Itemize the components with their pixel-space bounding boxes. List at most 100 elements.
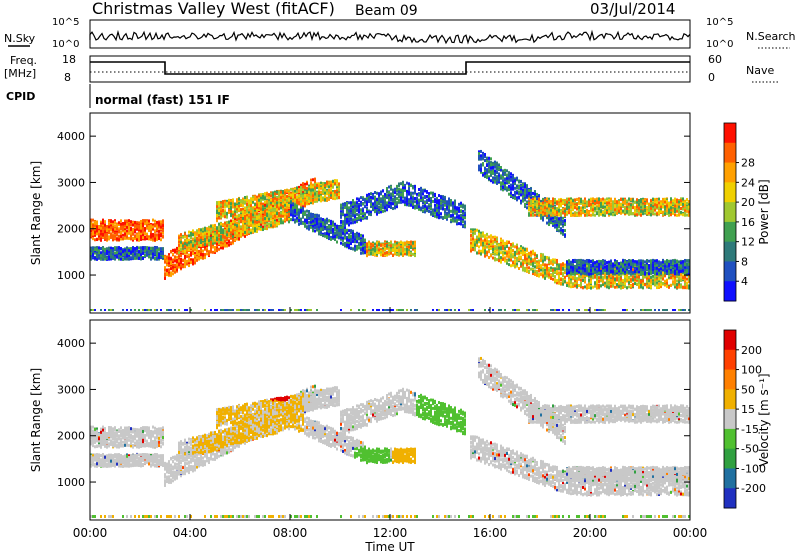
power-echo-cell (248, 200, 250, 204)
power-echo-cell (358, 241, 360, 245)
power-echo-cell (282, 221, 284, 225)
power-echo-cell (134, 237, 136, 241)
power-echo-cell (286, 209, 288, 213)
power-echo-cell (230, 206, 232, 210)
power-echo-cell (246, 198, 248, 202)
power-echo-cell (360, 212, 362, 216)
power-echo-cell (236, 201, 238, 205)
power-echo-cell (216, 233, 218, 237)
power-echo-cell (342, 220, 344, 224)
power-echo-cell (138, 226, 140, 230)
power-echo-cell (280, 203, 282, 207)
power-echo-cell (354, 220, 356, 224)
power-echo-cell (226, 244, 228, 248)
power-echo-cell (98, 225, 100, 229)
power-echo-cell (382, 253, 384, 257)
power-echo-cell (194, 246, 196, 250)
power-echo-cell (264, 192, 266, 196)
power-echo-cell (246, 227, 248, 231)
power-echo-cell (222, 235, 224, 239)
power-echo-cell (178, 259, 180, 263)
power-echo-cell (296, 211, 298, 215)
power-echo-cell (392, 207, 394, 211)
power-echo-cell (224, 243, 226, 247)
power-echo-cell (394, 242, 396, 246)
power-echo-cell (240, 229, 242, 233)
power-echo-cell (172, 265, 174, 269)
power-echo-cell (252, 210, 254, 214)
power-echo-cell (210, 224, 212, 228)
power-echo-cell (228, 228, 230, 232)
power-echo-cell (206, 247, 208, 251)
power-echo-cell (356, 197, 358, 201)
power-echo-cell (188, 248, 190, 252)
power-echo-cell (176, 249, 178, 253)
power-echo-cell (344, 229, 346, 233)
power-echo-cell (116, 255, 118, 259)
power-echo-cell (330, 237, 332, 241)
power-echo-cell (186, 238, 188, 242)
power-echo-cell (250, 215, 252, 219)
power-echo-cell (306, 209, 308, 213)
power-echo-cell (180, 248, 182, 252)
power-echo-cell (202, 253, 204, 257)
power-echo-cell (356, 216, 358, 220)
power-echo-cell (146, 235, 148, 239)
power-echo-cell (214, 234, 216, 238)
power-echo-cell (160, 225, 162, 229)
power-echo-cell (142, 222, 144, 226)
power-echo-cell (332, 191, 334, 195)
power-echo-cell (274, 196, 276, 200)
power-echo-cell (196, 252, 198, 256)
power-echo-cell (360, 233, 362, 237)
power-echo-cell (382, 209, 384, 213)
power-echo-cell (222, 238, 224, 242)
power-echo-cell (238, 214, 240, 218)
power-echo-cell (136, 246, 138, 250)
power-echo-cell (208, 232, 210, 236)
power-echo-cell (314, 189, 316, 193)
power-echo-cell (302, 206, 304, 210)
power-echo-cell (384, 197, 386, 201)
power-echo-cell (372, 202, 374, 206)
power-echo-cell (130, 309, 132, 311)
power-echo-cell (106, 228, 108, 232)
power-echo-cell (116, 247, 118, 251)
power-echo-cell (122, 229, 124, 233)
power-echo-cell (356, 231, 358, 235)
power-echo-cell (364, 309, 366, 311)
power-echo-cell (358, 205, 360, 209)
power-echo-cell (134, 256, 136, 260)
power-echo-cell (152, 234, 154, 238)
power-echo-cell (282, 205, 284, 209)
power-echo-cell (104, 248, 106, 252)
power-echo-cell (166, 263, 168, 267)
power-echo-cell (270, 309, 272, 311)
power-echo-cell (342, 210, 344, 214)
power-echo-cell (314, 215, 316, 219)
power-echo-cell (160, 227, 162, 231)
power-echo-cell (240, 209, 242, 213)
power-echo-cell (150, 237, 152, 241)
power-echo-cell (132, 257, 134, 261)
power-echo-cell (324, 188, 326, 192)
power-echo-cell (232, 224, 234, 228)
power-echo-cell (156, 237, 158, 241)
power-echo-cell (230, 212, 232, 216)
power-echo-cell (382, 189, 384, 193)
power-echo-cell (90, 234, 92, 238)
power-echo-cell (188, 253, 190, 257)
power-echo-cell (272, 219, 274, 223)
power-echo-cell (138, 253, 140, 257)
power-echo-cell (196, 236, 198, 240)
power-echo-cell (234, 204, 236, 208)
power-echo-cell (226, 224, 228, 228)
power-echo-cell (230, 210, 232, 214)
power-echo-cell (178, 251, 180, 255)
power-echo-cell (300, 190, 302, 194)
power-echo-cell (288, 220, 290, 224)
power-echo-cell (266, 194, 268, 198)
power-echo-cell (146, 232, 148, 236)
power-echo-cell (140, 237, 142, 241)
power-echo-cell (332, 183, 334, 187)
